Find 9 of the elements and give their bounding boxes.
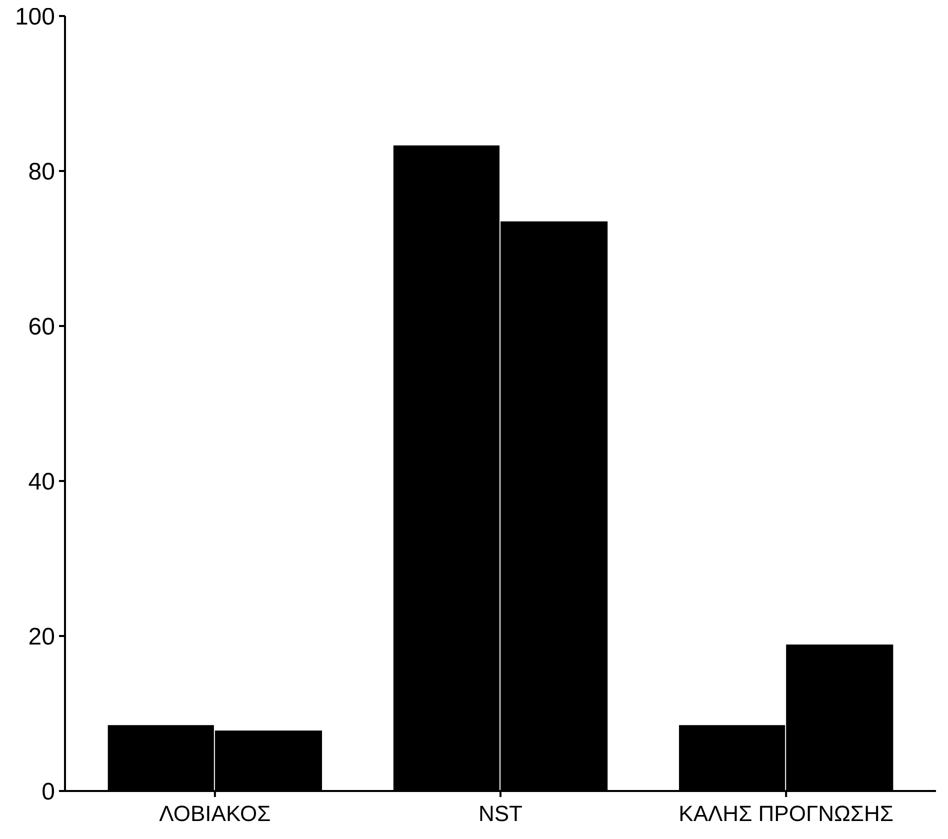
y-tick-label: 0 xyxy=(42,778,55,806)
y-tick-label: 100 xyxy=(14,3,55,30)
y-tick-label: 40 xyxy=(28,468,55,496)
x-tick-label: ΛΟΒΙΑΚΟΣ xyxy=(159,801,271,826)
y-tick-label: 80 xyxy=(28,158,55,186)
y-tick-label: 60 xyxy=(28,313,55,340)
x-tick-label: NST xyxy=(478,801,522,826)
y-tick-label: 20 xyxy=(28,623,55,650)
x-tick-label: ΚΑΛΗΣ ΠΡΟΓΝΩΣΗΣ xyxy=(678,801,894,826)
